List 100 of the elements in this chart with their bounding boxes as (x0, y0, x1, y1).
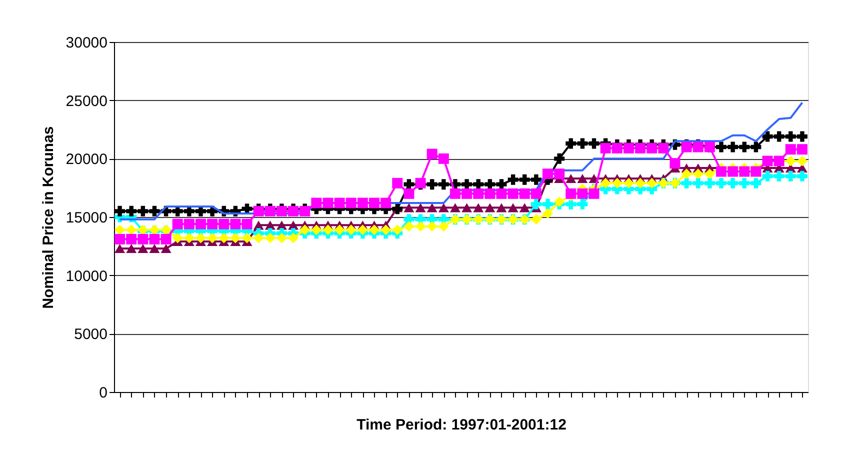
point (404, 203, 414, 212)
point (577, 188, 588, 199)
point (138, 234, 148, 244)
point (438, 203, 449, 212)
point (785, 144, 796, 155)
point (635, 142, 646, 154)
point (149, 244, 160, 254)
point (681, 178, 692, 188)
point (114, 206, 126, 216)
point (172, 232, 183, 244)
point (577, 174, 588, 184)
point (796, 144, 808, 155)
point (462, 203, 472, 212)
point (496, 179, 507, 190)
point (750, 178, 762, 188)
point (750, 142, 762, 152)
point (692, 168, 704, 180)
point (357, 224, 368, 236)
point (426, 148, 438, 160)
point (796, 131, 808, 142)
point (160, 244, 172, 254)
point (566, 198, 576, 210)
point (635, 178, 646, 188)
point (473, 188, 484, 199)
point (300, 224, 310, 236)
point (750, 166, 762, 177)
point (530, 174, 542, 185)
point (149, 234, 160, 244)
y-tick-label: 15000 (66, 210, 108, 226)
point (126, 244, 137, 254)
point (484, 188, 496, 199)
point (184, 218, 194, 230)
point (577, 138, 588, 149)
point (242, 232, 252, 244)
point (508, 203, 518, 212)
point (785, 131, 796, 142)
point (462, 188, 472, 199)
point (612, 142, 622, 154)
point (346, 224, 356, 236)
point (230, 218, 241, 230)
point (530, 198, 542, 210)
y-tick-label: 20000 (66, 151, 108, 168)
point (774, 170, 784, 182)
point (554, 153, 565, 164)
point (484, 179, 496, 190)
point (785, 170, 796, 182)
point (600, 178, 611, 188)
x-axis-title: Time Period: 1997:01-2001:12 (356, 416, 566, 434)
point (728, 178, 738, 188)
point (357, 198, 368, 208)
point (172, 218, 183, 230)
point (242, 218, 252, 230)
point (196, 218, 206, 230)
y-tick-label: 5000 (74, 326, 108, 344)
point (554, 168, 565, 180)
point (716, 142, 726, 152)
point (716, 166, 726, 177)
y-tick-label: 25000 (66, 92, 108, 110)
point (138, 206, 148, 216)
point (138, 244, 148, 254)
point (114, 244, 126, 254)
point (207, 218, 218, 230)
point (126, 234, 137, 244)
point (496, 188, 507, 199)
point (542, 168, 553, 180)
point (426, 203, 438, 212)
point (450, 203, 460, 212)
point (438, 221, 449, 232)
point (728, 142, 738, 152)
point (334, 198, 345, 208)
point (796, 156, 808, 166)
point (438, 153, 449, 164)
point (404, 188, 414, 199)
point (739, 142, 750, 152)
point (658, 142, 669, 154)
point (646, 178, 658, 188)
point (369, 198, 380, 208)
point (739, 166, 750, 177)
y-tick-label: 0 (99, 384, 108, 402)
point (196, 232, 206, 244)
point (311, 224, 322, 236)
point (530, 188, 542, 199)
point (149, 206, 160, 216)
point (566, 188, 576, 199)
point (704, 168, 715, 180)
point (114, 234, 126, 244)
point (322, 198, 334, 208)
point (762, 170, 773, 182)
point (184, 232, 194, 244)
point (600, 142, 611, 154)
point (415, 203, 426, 212)
point (218, 218, 230, 230)
point (264, 232, 276, 244)
point (796, 170, 808, 182)
point (450, 188, 460, 199)
point (392, 224, 403, 236)
point (692, 178, 704, 188)
point (588, 188, 600, 199)
point (380, 224, 392, 236)
point (785, 156, 796, 166)
